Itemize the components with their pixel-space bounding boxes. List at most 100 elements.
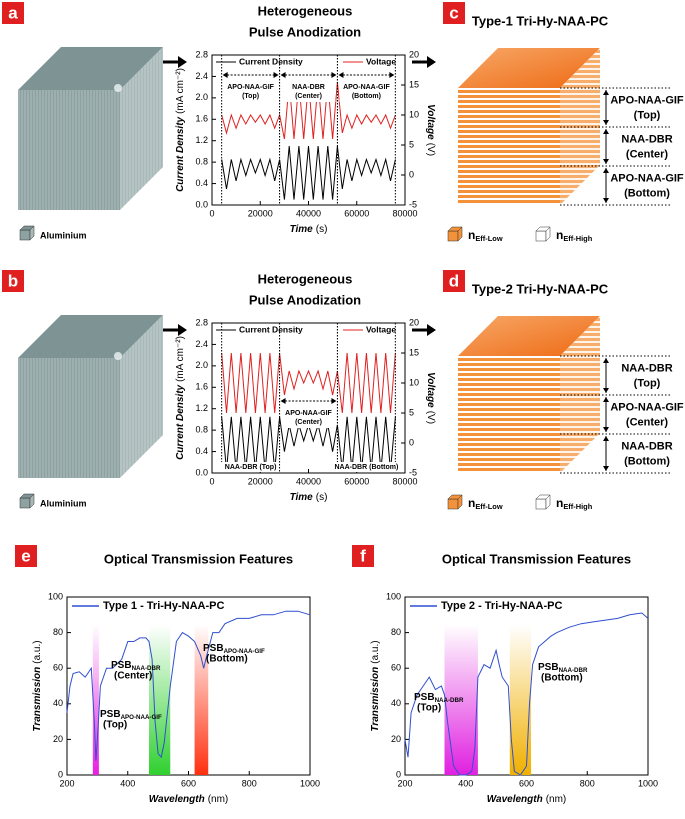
region-label-bg <box>223 81 278 102</box>
region-label: NAA-DBR (Bottom) <box>334 464 398 471</box>
index-legend-main: n <box>556 496 563 510</box>
index-legend-sub: Eff-High <box>563 234 592 243</box>
band-label: PSBAPO-NAA-GIF <box>100 709 162 721</box>
y2-axis-label: Voltage (V) <box>425 104 436 156</box>
x-axis-unit: (nm) <box>546 794 567 805</box>
cube-front <box>535 498 547 510</box>
x-axis-name: Wavelength <box>487 794 543 805</box>
y2-tick-label: 15 <box>409 347 419 357</box>
arrow-head <box>427 324 436 336</box>
plot-frame <box>211 54 406 206</box>
x-tick-label: 60000 <box>344 476 369 486</box>
region-detail: (Center) <box>295 93 322 100</box>
region-label: APO-NAA-GIF <box>227 84 274 91</box>
y-axis-unit: (a.u.) <box>370 640 381 663</box>
row: a Aluminium Heterogeneous Pulse Anodization… <box>2 2 684 243</box>
region-label-bg <box>218 462 283 472</box>
y-axis-name: Transmission <box>370 667 381 732</box>
y-tick-label: 20 <box>53 734 63 744</box>
y-tick-label: 0.8 <box>195 425 208 435</box>
series-line <box>66 610 311 761</box>
process-title: Pulse Anodization <box>249 292 361 307</box>
band-label: PSBNAA-DBR <box>111 660 161 672</box>
y2-tick-label: 10 <box>409 109 419 119</box>
y-tick-label: 2.0 <box>195 92 208 102</box>
band-label-main: PSB <box>100 709 121 720</box>
y-tick-label: 1.6 <box>195 114 208 124</box>
plot-frame <box>66 596 311 776</box>
x-axis-unit: (nm) <box>208 794 229 805</box>
index-legend: nEff-High <box>556 496 593 511</box>
layer-label: APO-NAA-GIF <box>610 94 684 106</box>
panel-label-box <box>443 2 465 24</box>
cube-side <box>457 226 463 242</box>
region-label: APO-NAA-GIF <box>285 410 332 417</box>
y-axis-name: Current Density <box>175 384 186 459</box>
band-label-main: PSB <box>538 662 559 673</box>
layer-label: (Top) <box>634 109 661 121</box>
x-tick-label: 0 <box>209 208 214 218</box>
y2-axis-name: Voltage <box>425 104 436 140</box>
y2-axis-unit: (V) <box>425 411 436 424</box>
x-tick-label: 20000 <box>248 476 273 486</box>
y-axis-unit: (mA cm⁻²) <box>175 68 186 114</box>
region-label: APO-NAA-GIF <box>343 84 390 91</box>
structure-title: Type-2 Tri-Hy-NAA-PC <box>472 281 609 296</box>
index-legend: nEff-Low <box>468 496 503 511</box>
y-tick-label: 2.8 <box>195 49 208 59</box>
x-tick-label: 80000 <box>392 476 417 486</box>
index-legend: nEff-High <box>556 228 593 243</box>
layer-label: NAA-DBR <box>621 362 672 374</box>
y-tick-label: 0 <box>396 769 401 779</box>
x-tick-label: 200 <box>59 778 74 788</box>
band-label: PSBNAA-DBR <box>414 692 464 704</box>
y-axis-label: Transmission (a.u.) <box>32 640 43 731</box>
process-title: Heterogeneous <box>258 3 353 18</box>
y-tick-label: 1.2 <box>195 135 208 145</box>
x-axis-unit: (s) <box>316 492 328 503</box>
chart-title: Optical Transmission Features <box>104 551 293 566</box>
y-tick-label: 2.0 <box>195 360 208 370</box>
highlight <box>114 352 122 360</box>
band-label-detail: (Bottom) <box>206 654 248 665</box>
y2-axis-label: Voltage (V) <box>425 372 436 424</box>
index-legend-sub: Eff-High <box>563 502 592 511</box>
x-tick-label: 1000 <box>300 778 320 788</box>
region-label-bg <box>281 407 336 428</box>
band-label-sub: APO-NAA-GIF <box>121 714 162 721</box>
series-line <box>404 612 649 776</box>
cube-front <box>535 230 547 242</box>
chart-title: Optical Transmission Features <box>442 551 631 566</box>
y2-tick-label: -5 <box>409 199 417 209</box>
x-axis-label: Wavelength (nm) <box>149 794 229 805</box>
x-axis-label: Time (s) <box>290 492 328 503</box>
cube-side <box>457 494 463 510</box>
panel-label: a <box>8 3 18 22</box>
layer-label: APO-NAA-GIF <box>610 172 684 184</box>
band-label-detail: (Center) <box>114 671 152 682</box>
panel-label-box <box>443 270 465 292</box>
y-tick-label: 0.4 <box>195 446 208 456</box>
panel-label: c <box>449 3 458 22</box>
index-legend-main: n <box>556 228 563 242</box>
layer-label: (Center) <box>626 416 669 428</box>
y2-tick-label: 20 <box>409 49 419 59</box>
region-detail: (Bottom) <box>369 464 398 471</box>
layer-label: (Center) <box>626 148 669 160</box>
legend-label: Current Density <box>239 56 303 66</box>
y-axis-name: Current Density <box>175 116 186 191</box>
x-tick-label: 800 <box>580 778 595 788</box>
cube-side <box>545 226 551 242</box>
panel-label-box <box>352 545 374 567</box>
cube-top <box>458 316 600 356</box>
y2-tick-label: 15 <box>409 79 419 89</box>
region-label: NAA-DBR <box>292 84 325 91</box>
legend-label: Type 2 - Tri-Hy-NAA-PC <box>441 600 562 612</box>
y-tick-label: 0.4 <box>195 178 208 188</box>
y-tick-label: 100 <box>48 591 63 601</box>
y-tick-label: 80 <box>391 627 401 637</box>
y-axis-unit: (a.u.) <box>32 640 43 663</box>
highlight <box>114 84 122 92</box>
y-tick-label: 2.4 <box>195 71 208 81</box>
region-detail: (Center) <box>295 419 322 426</box>
